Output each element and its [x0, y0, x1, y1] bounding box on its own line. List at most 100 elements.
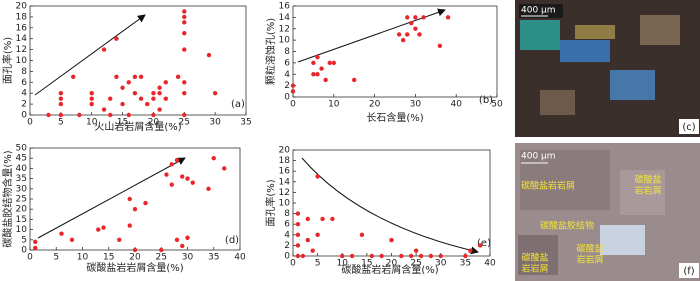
x-axis-label: 碳酸盐岩岩屑含量(%) [341, 263, 438, 276]
point [310, 248, 315, 253]
point [352, 77, 357, 83]
point [206, 52, 212, 58]
point [437, 43, 443, 49]
panel-label: (f) [683, 266, 694, 277]
point [138, 74, 144, 80]
point [295, 243, 301, 248]
x-tick-label: 5 [315, 259, 321, 269]
y-tick-label: 50 [16, 144, 28, 154]
point [157, 91, 162, 96]
point [295, 253, 301, 259]
y-tick-label: 12 [279, 188, 290, 198]
y-tick-label: 20 [16, 205, 28, 215]
point [126, 112, 131, 118]
point [114, 74, 119, 80]
trend-arrow [34, 14, 146, 96]
y-axis-label: 面孔率(%) [264, 179, 277, 226]
point [379, 253, 384, 259]
y-tick-label: 10 [16, 56, 28, 66]
point [389, 237, 394, 243]
point [315, 232, 320, 237]
point [180, 243, 185, 249]
point [327, 60, 332, 66]
point [319, 66, 324, 71]
point [182, 91, 187, 96]
point [290, 83, 296, 88]
x-tick-label: 15 [103, 253, 114, 263]
point [151, 112, 156, 118]
x-tick-label: 5 [58, 118, 64, 128]
y-tick-label: 10 [16, 225, 28, 235]
y-axis-label: 颗粒溶蚀孔(%) [264, 18, 277, 85]
point [182, 14, 187, 20]
point [120, 85, 125, 90]
photo-label: 碳酸盐 [521, 252, 548, 264]
y-tick-label: 12 [16, 45, 27, 55]
x-tick-label: 40 [450, 100, 462, 110]
point [438, 253, 443, 259]
y-tick-label: 10 [279, 199, 291, 209]
point [311, 72, 316, 77]
point [159, 247, 164, 253]
point [58, 112, 64, 118]
point [59, 231, 64, 236]
x-tick-label: 20 [148, 118, 160, 128]
point [190, 180, 195, 185]
point [175, 74, 181, 80]
point [164, 172, 169, 177]
y-tick-label: 5 [21, 235, 27, 245]
point [101, 47, 107, 52]
x-tick-label: 40 [234, 253, 246, 263]
point [413, 26, 418, 31]
x-tick-label: 25 [179, 118, 190, 128]
x-tick-label: 20 [369, 100, 381, 110]
x-tick-label: 0 [27, 118, 33, 128]
point [323, 77, 328, 83]
photo-label: 碳酸盐 [576, 243, 603, 255]
point [305, 237, 310, 243]
point [185, 176, 190, 181]
point [320, 216, 325, 222]
y-tick-label: 45 [16, 154, 27, 164]
trend-arrow [297, 8, 446, 63]
x-tick-label: 35 [240, 118, 251, 128]
point [120, 101, 125, 107]
point [212, 91, 218, 96]
trend-arrow [37, 157, 186, 239]
y-tick-label: 8 [21, 67, 27, 77]
x-axis-label: 长石含量(%) [366, 111, 423, 124]
y-tick-label: 2 [284, 81, 290, 91]
y-tick-label: 0 [21, 111, 27, 121]
point [132, 74, 138, 80]
point [359, 232, 365, 237]
y-tick-label: 12 [279, 24, 290, 34]
point [169, 162, 174, 167]
y-tick-label: 0 [21, 246, 27, 256]
y-tick-label: 4 [21, 89, 27, 99]
x-tick-label: 50 [491, 100, 503, 110]
y-tick-label: 2 [21, 100, 27, 110]
point [58, 101, 64, 107]
point [174, 158, 180, 163]
point [89, 91, 94, 96]
y-tick-label: 18 [16, 12, 28, 22]
point [132, 207, 138, 212]
point [468, 248, 473, 253]
trend-arrow [301, 157, 479, 255]
panel-label: (a) [231, 99, 245, 110]
point [311, 60, 316, 66]
point [108, 96, 113, 101]
point [89, 101, 94, 107]
point [222, 166, 227, 171]
x-tick-label: 10 [86, 118, 98, 128]
point [349, 253, 355, 259]
point [340, 253, 345, 259]
y-tick-label: 0 [284, 252, 290, 262]
y-tick-label: 40 [16, 164, 28, 174]
point [477, 243, 483, 248]
x-tick-label: 0 [290, 100, 296, 110]
point [315, 174, 320, 179]
point [151, 96, 156, 101]
point [117, 237, 122, 242]
